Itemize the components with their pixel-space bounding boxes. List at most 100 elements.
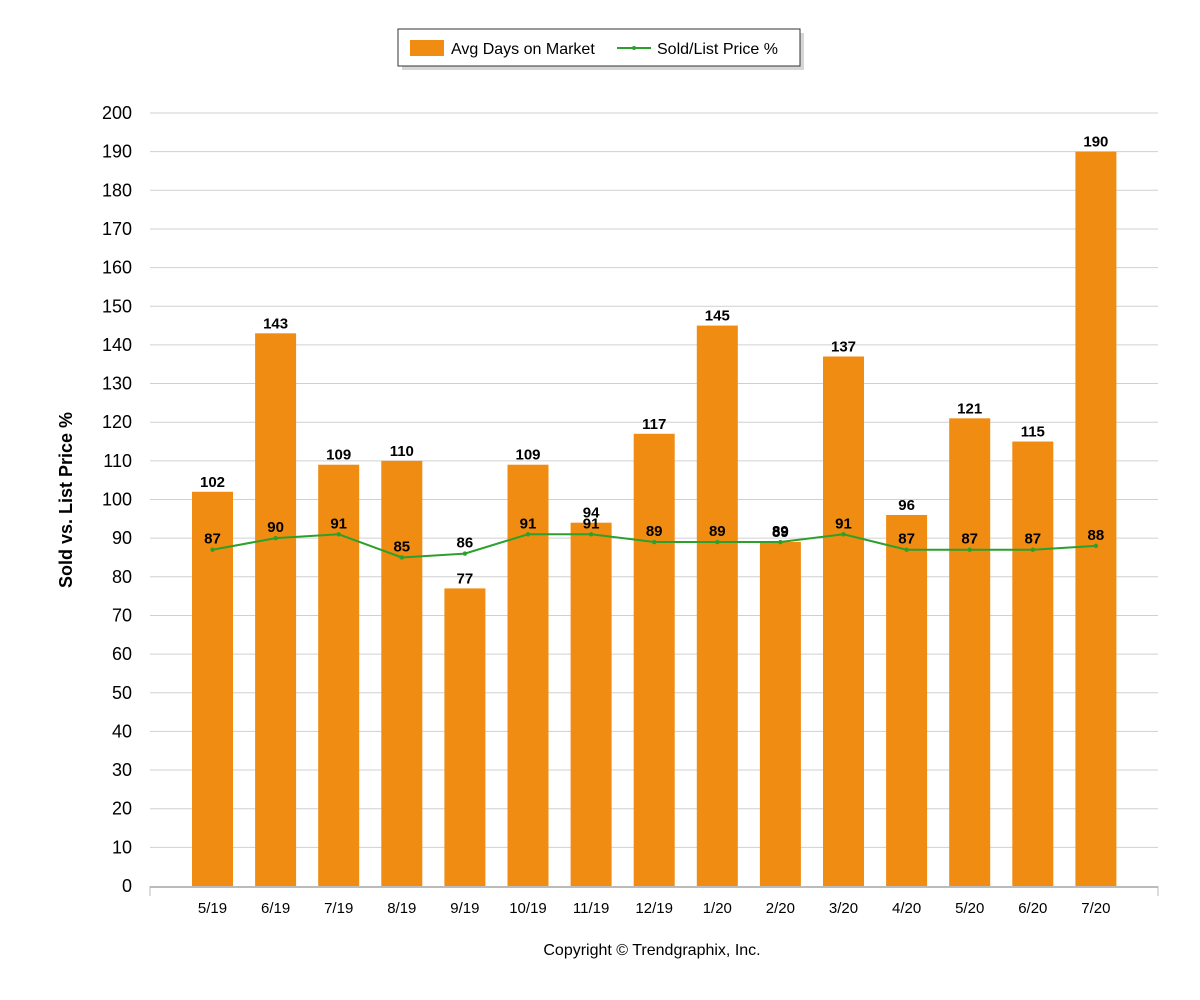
y-tick-label-190: 190 <box>102 142 132 162</box>
x-tick-label: 11/19 <box>573 900 609 917</box>
y-tick-label-80: 80 <box>112 567 132 587</box>
line-point <box>967 547 972 552</box>
legend-bar-swatch <box>410 40 444 56</box>
line-data-labels: 87 90 91 85 86 91 91 89 89 89 91 87 87 87 88 <box>204 515 1104 555</box>
bar-6-19 <box>255 333 297 886</box>
bar-value-label: 143 <box>263 315 288 332</box>
x-tick-label: 2/20 <box>766 900 795 917</box>
y-axis-title: Sold vs. List Price % <box>56 412 76 588</box>
bar-value-label: 145 <box>705 308 730 325</box>
bar-data-labels: 102 143 109 110 77 109 94 117 145 89 137 96 121 115 19… <box>200 134 1108 588</box>
line-value-label: 89 <box>709 523 726 540</box>
line-point <box>399 555 404 560</box>
bar-5-19 <box>192 491 233 886</box>
x-tick-label: 3/20 <box>829 900 858 917</box>
line-point <box>273 535 278 541</box>
x-tick-label: 8/19 <box>387 900 416 917</box>
y-tick-label-30: 30 <box>112 760 132 780</box>
y-axis-tick-labels: 0 10 20 30 40 50 60 70 80 90 100 110 120 130 140 150 160… <box>102 103 132 896</box>
x-tick-label: 12/19 <box>635 900 673 917</box>
bar-9-19 <box>444 588 486 886</box>
x-tick-label: 6/19 <box>261 900 290 917</box>
bar-value-label: 94 <box>583 505 600 522</box>
bar-series <box>192 151 1117 886</box>
bar-5-20 <box>949 418 991 886</box>
y-tick-label-100: 100 <box>102 490 132 510</box>
y-tick-label-160: 160 <box>102 258 132 278</box>
y-tick-label-110: 110 <box>103 451 132 471</box>
y-tick-label-120: 120 <box>102 412 132 432</box>
bar-value-label: 110 <box>390 443 414 460</box>
x-tick-label: 9/19 <box>450 900 479 917</box>
y-tick-label-50: 50 <box>112 683 132 703</box>
line-point <box>841 532 846 537</box>
x-tick-label: 6/20 <box>1018 900 1047 917</box>
line-value-label: 87 <box>204 531 221 548</box>
line-point <box>1030 547 1036 552</box>
y-tick-label-0: 0 <box>122 876 132 896</box>
bar-8-19 <box>381 460 423 886</box>
line-point <box>210 547 215 552</box>
line-value-label: 91 <box>835 515 852 532</box>
bar-value-label: 115 <box>1021 424 1045 441</box>
line-point <box>904 547 909 552</box>
legend-line-marker <box>632 46 636 50</box>
line-series <box>210 532 1099 560</box>
y-tick-label-180: 180 <box>102 180 132 200</box>
line-value-label: 88 <box>1088 527 1105 544</box>
line-value-label: 90 <box>267 519 284 536</box>
line-point <box>462 551 468 556</box>
line-value-label: 87 <box>898 531 915 548</box>
y-tick-label-200: 200 <box>102 103 132 123</box>
line-value-label: 89 <box>772 523 789 540</box>
grid-lines <box>150 112 1158 848</box>
bar-value-label: 96 <box>898 497 915 514</box>
copyright-text: Copyright © Trendgraphix, Inc. <box>543 942 760 959</box>
x-tick-label: 5/19 <box>198 900 227 917</box>
x-tick-label: 1/20 <box>703 900 732 917</box>
line-value-label: 91 <box>583 515 600 532</box>
line-value-label: 86 <box>457 535 474 552</box>
line-point <box>652 539 657 545</box>
y-tick-label-70: 70 <box>112 605 132 625</box>
y-tick-label-130: 130 <box>102 374 132 394</box>
x-tick-label: 4/20 <box>892 900 921 917</box>
bar-value-label: 137 <box>831 338 856 355</box>
bar-value-label: 102 <box>200 474 225 491</box>
line-point <box>1093 543 1099 549</box>
line-point <box>778 539 783 545</box>
legend-box <box>397 28 801 67</box>
y-tick-label-150: 150 <box>102 296 132 316</box>
line-point <box>715 539 720 545</box>
bar-2-20 <box>759 542 801 886</box>
bar-4-20 <box>886 514 928 886</box>
x-tick-label: 7/20 <box>1081 900 1110 917</box>
line-point <box>588 532 594 537</box>
bar-value-label: 89 <box>772 524 789 541</box>
bar-1-20 <box>696 325 738 886</box>
bar-value-label: 109 <box>326 447 351 464</box>
bar-value-label: 109 <box>515 447 540 464</box>
line-value-label: 85 <box>393 538 410 555</box>
line-value-label: 87 <box>1024 531 1041 548</box>
line-point <box>525 532 531 537</box>
y-tick-label-90: 90 <box>112 528 132 548</box>
x-tick-label: 10/19 <box>509 900 547 917</box>
x-tick-label: 7/19 <box>324 900 353 917</box>
line-point <box>336 532 341 537</box>
bar-12-19 <box>633 433 675 886</box>
line-value-label: 87 <box>961 531 978 548</box>
legend-label-avg-days: Avg Days on Market <box>451 41 595 58</box>
line-value-label: 89 <box>646 523 663 540</box>
y-tick-label-10: 10 <box>112 837 132 857</box>
bar-3-20 <box>823 356 864 886</box>
x-tick-label: 5/20 <box>955 900 984 917</box>
line-value-label: 91 <box>520 515 537 532</box>
bar-7-20 <box>1075 151 1117 886</box>
bar-value-label: 117 <box>642 416 666 433</box>
y-tick-label-40: 40 <box>112 721 132 741</box>
x-axis-tick-labels: 5/19 6/19 7/19 8/19 9/19 10/19 11/19 12/19 1/20 2… <box>198 900 1111 917</box>
bar-value-label: 190 <box>1083 134 1108 151</box>
